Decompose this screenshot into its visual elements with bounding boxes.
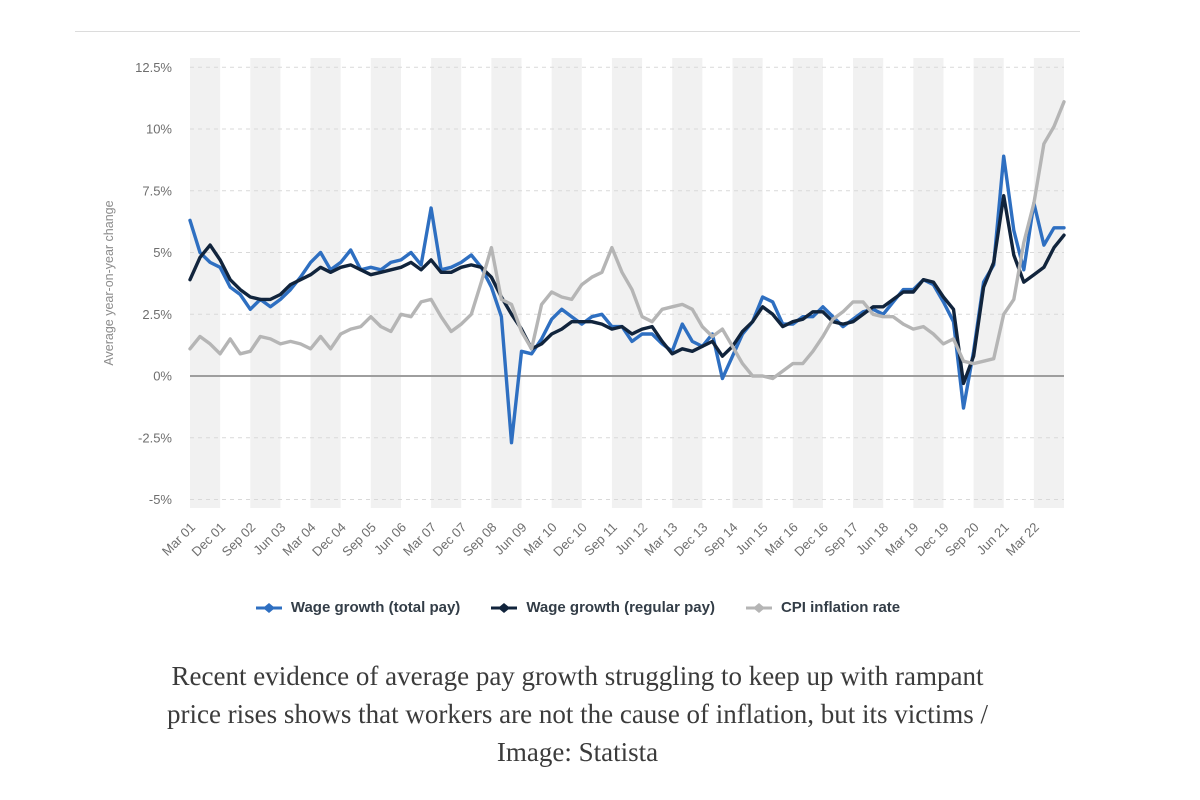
y-tick-label: -5% <box>149 492 173 507</box>
image-top-border <box>75 31 1080 32</box>
total-pay-line-marker-icon <box>255 602 282 613</box>
x-tick-label: Mar 22 <box>1003 520 1042 559</box>
y-axis-title: Average year-on-year change <box>102 200 116 365</box>
background-band <box>672 58 703 508</box>
y-tick-label: 7.5% <box>142 183 172 198</box>
x-tick-label: Sep 20 <box>942 520 982 560</box>
background-band <box>431 58 462 508</box>
regular-pay-line-marker-icon <box>491 602 518 613</box>
background-band <box>370 58 401 508</box>
background-band <box>250 58 281 508</box>
background-band <box>1033 58 1064 508</box>
background-band <box>732 58 763 508</box>
background-band <box>551 58 582 508</box>
legend-item-total-pay[interactable]: Wage growth (total pay) <box>255 599 460 616</box>
legend-label-regular-pay: Wage growth (regular pay) <box>526 599 715 616</box>
legend-item-cpi[interactable]: CPI inflation rate <box>745 599 900 616</box>
y-tick-label: 10% <box>146 122 172 137</box>
x-tick-label: Sep 17 <box>821 520 861 560</box>
y-tick-label: 2.5% <box>142 307 172 322</box>
x-tick-label: Sep 11 <box>581 520 620 559</box>
caption-line-1: Recent evidence of average pay growth st… <box>171 661 984 691</box>
x-tick-label: Sep 05 <box>339 520 379 560</box>
caption-line-3: Image: Statista <box>496 737 659 767</box>
x-tick-label: Sep 02 <box>219 520 259 560</box>
chart-legend: Wage growth (total pay) Wage growth (reg… <box>75 599 1080 616</box>
legend-label-total-pay: Wage growth (total pay) <box>290 599 461 616</box>
legend-item-regular-pay[interactable]: Wage growth (regular pay) <box>490 599 715 616</box>
x-tick-label: Dec 10 <box>550 520 590 560</box>
background-band <box>792 58 823 508</box>
legend-label-cpi: CPI inflation rate <box>780 599 901 616</box>
y-tick-label: 5% <box>153 245 172 260</box>
background-band <box>491 58 522 508</box>
y-tick-label: 12.5% <box>135 60 172 75</box>
x-tick-label: Sep 08 <box>460 520 500 560</box>
caption-line-2: price rises shows that workers are not t… <box>166 699 989 729</box>
background-band <box>310 58 341 508</box>
series-line-2 <box>188 100 1066 381</box>
series-line-1 <box>188 193 1066 386</box>
y-tick-label: -2.5% <box>138 430 172 445</box>
x-tick-label: Sep 14 <box>701 520 741 560</box>
background-band <box>853 58 884 508</box>
y-tick-label: 0% <box>153 369 172 384</box>
background-band <box>190 58 221 508</box>
image-caption: Recent evidence of average pay growth st… <box>75 657 1080 771</box>
background-band <box>973 58 1004 508</box>
cpi-line-marker-icon <box>745 602 772 613</box>
